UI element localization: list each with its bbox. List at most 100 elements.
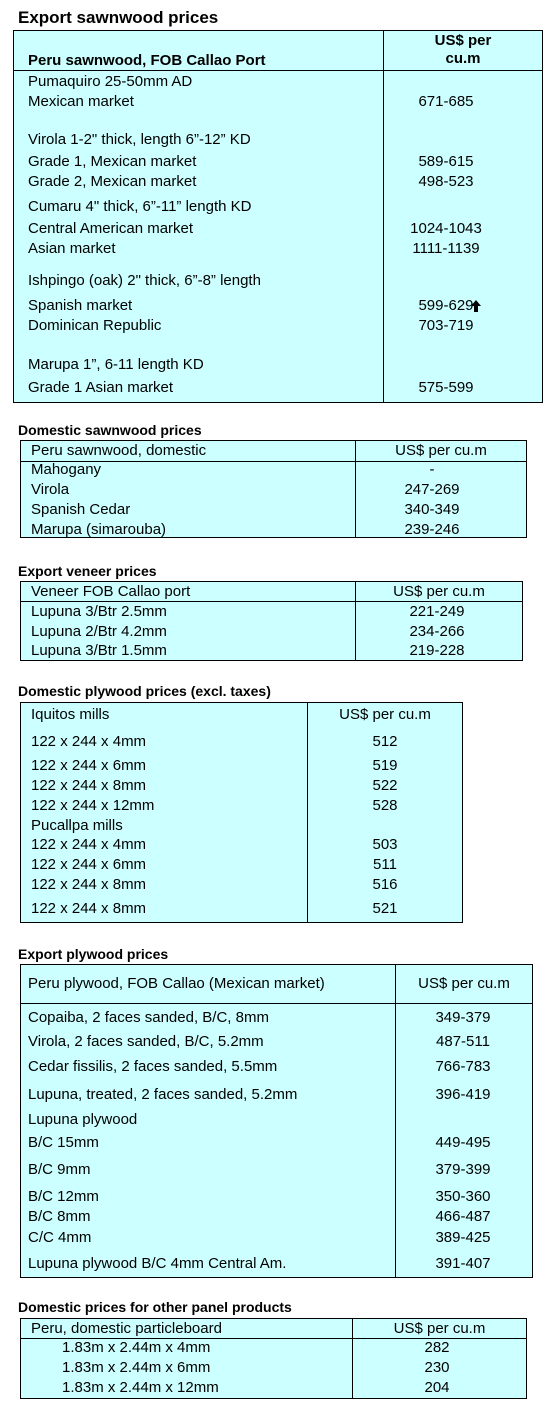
row-price: 503 [372, 836, 398, 853]
row-label: Lupuna plywood [28, 1111, 138, 1128]
row-label: Grade 1, Mexican market [28, 153, 197, 170]
row-label: Grade 2, Mexican market [28, 173, 197, 190]
row-label: 122 x 244 x 8mm [31, 900, 147, 917]
row-label: B/C 15mm [28, 1134, 99, 1151]
row-label: Spanish Cedar [31, 501, 131, 518]
row-price: 766-783 [435, 1058, 491, 1075]
row-label: 122 x 244 x 6mm [31, 757, 147, 774]
header-label: Peru plywood, FOB Callao (Mexican market… [28, 975, 325, 992]
row-price: 528 [372, 797, 398, 814]
header-rule [20, 461, 527, 462]
row-price: 349-379 [435, 1009, 491, 1026]
row-label: Virola 1-2" thick, length 6”-12” KD [28, 131, 251, 148]
column-divider [352, 1318, 353, 1399]
row-label: Marupa (simarouba) [31, 521, 167, 538]
row-label: Pumaquiro 25-50mm AD [28, 73, 193, 90]
section-title: Domestic sawnwood prices [18, 422, 202, 438]
row-price: 234-266 [409, 623, 465, 640]
row-price: 671-685 [418, 93, 474, 110]
row-price: 589-615 [418, 153, 474, 170]
row-label: Dominican Republic [28, 317, 162, 334]
header-label: Peru sawnwood, domestic [31, 442, 207, 459]
row-price: 396-419 [435, 1086, 491, 1103]
section-title: Export plywood prices [18, 946, 169, 962]
row-label: Virola [31, 481, 70, 498]
section-title: Export sawnwood prices [18, 8, 219, 27]
row-label: Cumaru 4" thick, 6”-11” length KD [28, 198, 252, 215]
column-divider [383, 30, 384, 403]
row-label: 122 x 244 x 4mm [31, 836, 147, 853]
row-label: Asian market [28, 240, 116, 257]
table [20, 1318, 527, 1399]
row-label: C/C 4mm [28, 1229, 92, 1246]
header-rule [20, 601, 523, 602]
row-label: Lupuna 2/Btr 4.2mm [31, 623, 167, 640]
row-price: 230 [424, 1359, 450, 1376]
row-price: 449-495 [435, 1134, 491, 1151]
row-label: 122 x 244 x 8mm [31, 876, 147, 893]
row-price: 599-629 [418, 297, 474, 314]
row-price: 511 [373, 856, 397, 873]
row-label: Pucallpa mills [31, 817, 123, 834]
header-label: Peru sawnwood, FOB Callao Port [28, 52, 266, 69]
row-label: 122 x 244 x 6mm [31, 856, 147, 873]
header-price: US$ per cu.m [339, 706, 431, 723]
row-price: - [429, 461, 435, 478]
row-label: 122 x 244 x 12mm [31, 797, 155, 814]
table [20, 581, 523, 661]
row-price: 350-360 [435, 1188, 491, 1205]
row-price: 204 [424, 1379, 450, 1396]
row-label: Marupa 1”, 6-11 length KD [28, 356, 204, 373]
row-price: 519 [372, 757, 398, 774]
table [13, 30, 543, 403]
row-price: 221-249 [409, 603, 465, 620]
row-label: Lupuna plywood B/C 4mm Central Am. [28, 1255, 287, 1272]
row-label: Spanish market [28, 297, 133, 314]
header-rule [20, 1338, 527, 1339]
header-price: US$ per cu.m [393, 1320, 486, 1337]
row-label: Lupuna 3/Btr 2.5mm [31, 603, 167, 620]
header-label: Iquitos mills [31, 706, 110, 723]
row-label: Virola, 2 faces sanded, B/C, 5.2mm [28, 1033, 264, 1050]
row-price: 219-228 [409, 642, 465, 659]
row-label: Central American market [28, 220, 194, 237]
row-label: Cedar fissilis, 2 faces sanded, 5.5mm [28, 1058, 278, 1075]
row-label: Lupuna, treated, 2 faces sanded, 5.2mm [28, 1086, 298, 1103]
header-price: US$ per cu.m [393, 583, 485, 600]
row-label: Grade 1 Asian market [28, 379, 174, 396]
row-price: 340-349 [404, 501, 460, 518]
row-label: B/C 9mm [28, 1161, 91, 1178]
row-price: 239-246 [404, 521, 460, 538]
row-price: 512 [372, 733, 398, 750]
column-divider [355, 440, 356, 538]
row-price: 1111-1139 [412, 240, 480, 257]
row-label: B/C 12mm [28, 1188, 99, 1205]
header-price: US$ per cu.m [395, 442, 487, 459]
section-title: Export veneer prices [18, 563, 157, 579]
row-label: Ishpingo (oak) 2" thick, 6”-8” length [28, 272, 261, 289]
header-rule [13, 70, 543, 71]
column-divider [307, 702, 308, 923]
row-price: 389-425 [435, 1229, 491, 1246]
row-label: B/C 8mm [28, 1208, 91, 1225]
table [20, 964, 533, 1278]
header-label: Veneer FOB Callao port [31, 583, 191, 600]
row-label: Lupuna 3/Btr 1.5mm [31, 642, 167, 659]
row-label: 122 x 244 x 8mm [31, 777, 147, 794]
row-label: 1.83m x 2.44m x 4mm [62, 1339, 211, 1356]
header-price: US$ per cu.m [418, 975, 510, 992]
header-price: US$ per cu.m [434, 32, 492, 67]
row-price: 391-407 [435, 1255, 491, 1272]
row-price: 703-719 [418, 317, 474, 334]
row-price: 247-269 [404, 481, 460, 498]
section-title: Domestic prices for other panel products [18, 1299, 292, 1315]
row-price: 498-523 [418, 173, 474, 190]
up-arrow [471, 300, 481, 312]
row-label: 1.83m x 2.44m x 12mm [62, 1379, 219, 1396]
row-price: 575-599 [418, 379, 474, 396]
section-title: Domestic plywood prices (excl. taxes) [18, 683, 271, 699]
column-divider [355, 581, 356, 661]
row-price: 282 [424, 1339, 450, 1356]
row-price: 379-399 [435, 1161, 491, 1178]
row-label: 122 x 244 x 4mm [31, 733, 147, 750]
